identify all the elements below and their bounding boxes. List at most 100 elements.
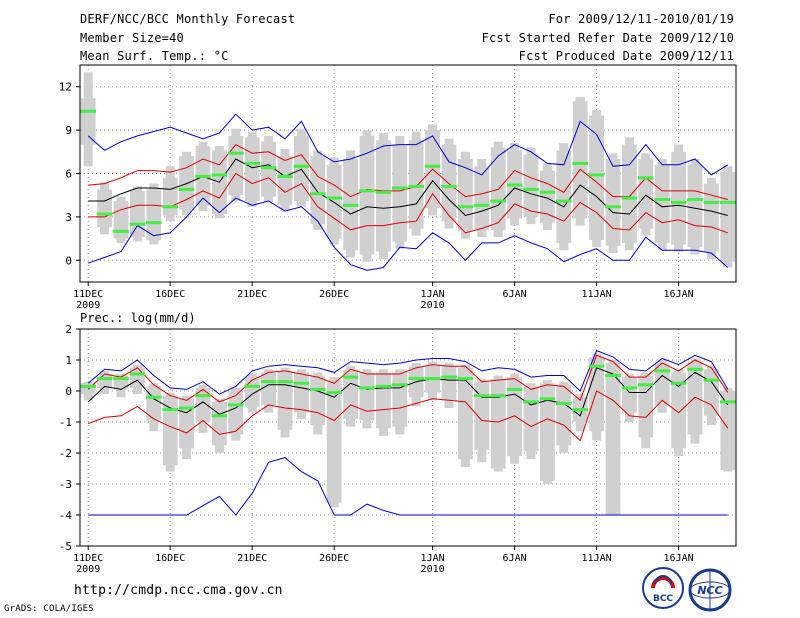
plot-frame: [79, 328, 737, 547]
median-mark: [703, 200, 720, 204]
median-mark: [310, 192, 326, 196]
box-iqr: [97, 373, 112, 388]
y-tick-label: -2: [59, 447, 72, 460]
box-iqr: [654, 164, 670, 243]
member-size-label: Member Size=40: [80, 31, 184, 45]
box-iqr: [589, 115, 604, 241]
median-mark: [96, 377, 113, 381]
box-iqr: [326, 380, 342, 503]
box-iqr: [310, 156, 326, 225]
grads-credit: GrADS: COLA/IGES: [4, 604, 94, 614]
median-mark: [408, 377, 424, 381]
std-lower-line: [88, 172, 728, 234]
box-iqr: [294, 372, 309, 413]
x-tick-year-label: 2010: [421, 300, 445, 311]
median-mark: [523, 187, 539, 191]
box-iqr: [589, 356, 604, 432]
box-iqr: [179, 156, 194, 210]
median-mark: [457, 205, 474, 209]
median-mark: [146, 221, 162, 225]
median-mark: [228, 403, 244, 407]
box-iqr: [80, 383, 96, 395]
median-mark: [178, 406, 195, 410]
box-iqr: [605, 159, 621, 246]
median-mark: [244, 161, 260, 165]
median-mark: [326, 391, 342, 395]
box-iqr: [212, 401, 227, 446]
median-mark: [80, 384, 96, 388]
median-mark: [523, 400, 539, 404]
median-mark: [359, 189, 375, 193]
median-mark: [310, 387, 326, 391]
median-mark: [474, 203, 490, 207]
median-mark: [293, 164, 310, 168]
produced-date: Fcst Produced Date 2009/12/11: [518, 49, 734, 63]
median-mark: [556, 401, 572, 405]
max-line: [87, 113, 729, 176]
box-iqr: [80, 98, 96, 145]
start-refer-date: Fcst Started Refer Date 2009/12/10: [481, 31, 734, 45]
box-iqr: [687, 361, 703, 435]
median-mark: [342, 203, 359, 207]
median-mark: [293, 381, 310, 385]
x-tick-label: 16DEC: [155, 289, 185, 300]
box-iqr: [540, 170, 555, 223]
median-mark: [588, 173, 605, 177]
median-mark: [260, 166, 277, 170]
median-mark: [277, 380, 293, 384]
x-tick-label: 6JAN: [503, 289, 527, 300]
box-iqr: [490, 378, 506, 469]
x-tick-year-label: 2010: [421, 564, 445, 575]
std-upper-line: [87, 354, 729, 403]
x-tick-year-label: 2009: [76, 300, 100, 311]
median-mark: [113, 229, 129, 233]
y-tick-label: -5: [59, 540, 72, 553]
box-iqr: [687, 164, 703, 248]
temperature-panel-title: Mean Surf. Temp.: °C: [80, 49, 229, 63]
median-mark: [260, 380, 277, 384]
box-iqr: [408, 140, 424, 229]
median-mark: [490, 199, 506, 203]
precip-panel-title: Prec.: log(mm/d): [80, 311, 196, 325]
figure-title: DERF/NCC/BCC Monthly Forecast: [80, 12, 296, 26]
min-line: [88, 457, 728, 516]
box-iqr: [113, 200, 129, 239]
box-iqr: [720, 391, 736, 471]
median-mark: [129, 372, 146, 376]
median-mark: [342, 375, 359, 379]
median-mark: [457, 377, 474, 381]
box-iqr: [376, 140, 391, 252]
x-tick-label: 11DEC: [73, 553, 103, 564]
box-iqr: [638, 375, 654, 438]
box-iqr: [359, 135, 375, 255]
median-mark: [162, 408, 178, 412]
box-iqr: [523, 154, 539, 217]
median-mark: [195, 394, 211, 398]
median-mark: [408, 185, 424, 189]
median-mark: [605, 374, 621, 377]
median-mark: [424, 377, 441, 381]
median-mark: [424, 164, 441, 168]
median-mark: [720, 200, 736, 204]
median-mark: [162, 205, 178, 209]
box-iqr: [392, 372, 408, 427]
median-mark: [621, 386, 638, 390]
box-iqr: [572, 101, 588, 219]
y-tick-label: 0: [65, 385, 72, 398]
box-iqr: [556, 384, 572, 446]
std-lower-line: [88, 390, 729, 442]
median-mark: [244, 384, 260, 388]
source-url[interactable]: http://cmdp.ncc.cma.gov.cn: [74, 583, 283, 598]
box-iqr: [654, 363, 670, 405]
median-mark: [572, 408, 588, 412]
median-mark: [96, 212, 113, 216]
median-mark: [441, 375, 457, 379]
box-iqr: [130, 190, 145, 238]
ncc-logo-text: NCC: [697, 584, 722, 597]
box-iqr: [392, 144, 408, 242]
median-mark: [539, 190, 556, 194]
box-iqr: [523, 386, 539, 452]
